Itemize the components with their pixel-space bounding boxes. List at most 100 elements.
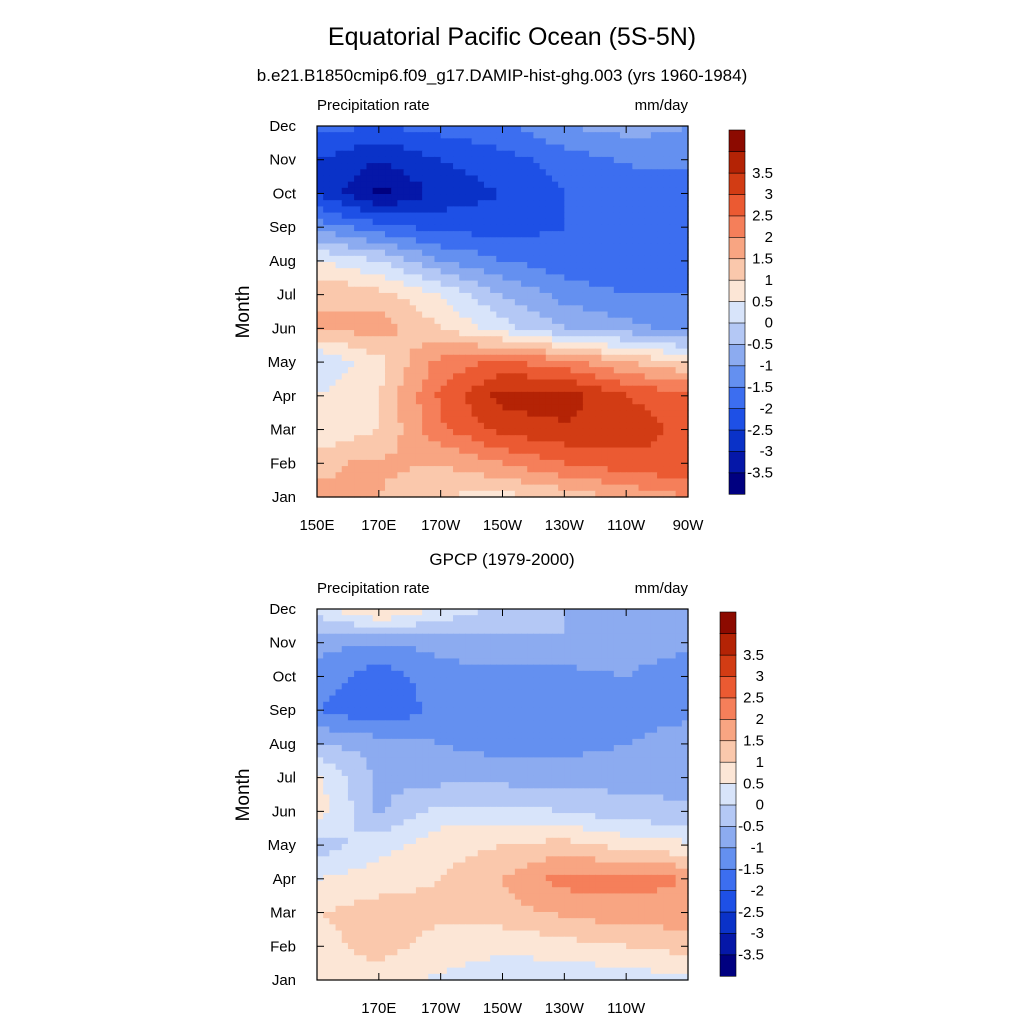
heatmap-cell (410, 658, 417, 665)
heatmap-cell (373, 299, 380, 306)
heatmap-cell (540, 683, 547, 690)
heatmap-cell (336, 324, 343, 331)
heatmap-cell (385, 243, 392, 250)
heatmap-cell (503, 621, 510, 628)
heatmap-cell (410, 312, 417, 319)
heatmap-cell (465, 355, 472, 362)
heatmap-cell (639, 157, 646, 164)
heatmap-cell (410, 163, 417, 170)
heatmap-cell (490, 410, 497, 417)
heatmap-cell (397, 478, 404, 485)
heatmap-cell (533, 621, 540, 628)
heatmap-cell (657, 652, 664, 659)
heatmap-cell (329, 213, 336, 220)
heatmap-cell (533, 708, 540, 715)
heatmap-cell (651, 665, 658, 672)
heatmap-cell (478, 145, 485, 152)
heatmap-cell (496, 404, 503, 411)
heatmap-cell (385, 702, 392, 709)
heatmap-cell (571, 380, 578, 387)
heatmap-cell (601, 615, 608, 622)
heatmap-cell (373, 448, 380, 455)
heatmap-cell (441, 225, 448, 232)
heatmap-cell (465, 268, 472, 275)
heatmap-cell (354, 404, 361, 411)
heatmap-cell (589, 157, 596, 164)
heatmap-cell (496, 237, 503, 244)
heatmap-cell (385, 342, 392, 349)
heatmap-cell (626, 392, 633, 399)
heatmap-cell (564, 299, 571, 306)
heatmap-cell (391, 145, 398, 152)
heatmap-cell (651, 200, 658, 207)
heatmap-cell (441, 194, 448, 201)
heatmap-cell (472, 658, 479, 665)
heatmap-cell (601, 213, 608, 220)
heatmap-cell (472, 689, 479, 696)
heatmap-cell (577, 454, 584, 461)
heatmap-cell (614, 126, 621, 133)
heatmap-cell (465, 609, 472, 616)
heatmap-cell (459, 671, 466, 678)
heatmap-cell (651, 318, 658, 325)
heatmap-cell (546, 145, 553, 152)
heatmap-cell (410, 615, 417, 622)
heatmap-cell (645, 448, 652, 455)
heatmap-cell (614, 243, 621, 250)
heatmap-cell (583, 262, 590, 269)
heatmap-cell (676, 145, 683, 152)
heatmap-cell (478, 683, 485, 690)
heatmap-cell (484, 373, 491, 380)
heatmap-cell (317, 386, 324, 393)
heatmap-cell (360, 472, 367, 479)
heatmap-cell (441, 739, 448, 746)
heatmap-cell (676, 733, 683, 740)
heatmap-cell (645, 634, 652, 641)
colorbar-label: -2 (760, 400, 773, 417)
colorbar-label: 0.5 (752, 293, 773, 310)
heatmap-cell (620, 404, 627, 411)
heatmap-cell (552, 342, 559, 349)
heatmap-cell (503, 256, 510, 263)
heatmap-cell (515, 652, 522, 659)
heatmap-cell (558, 268, 565, 275)
heatmap-cell (447, 243, 454, 250)
heatmap-cell (546, 367, 553, 374)
heatmap-cell (663, 355, 670, 362)
heatmap-cell (503, 671, 510, 678)
heatmap-cell (336, 466, 343, 473)
heatmap-cell (391, 262, 398, 269)
heatmap-cell (546, 138, 553, 145)
heatmap-cell (639, 324, 646, 331)
heatmap-cell (373, 250, 380, 257)
heatmap-cell (676, 392, 683, 399)
heatmap-cell (546, 410, 553, 417)
heatmap-cell (366, 169, 373, 176)
heatmap-cell (397, 435, 404, 442)
heatmap-cell (651, 206, 658, 213)
heatmap-cell (336, 318, 343, 325)
heatmap-cell (509, 472, 516, 479)
heatmap-cell (626, 696, 633, 703)
heatmap-cell (564, 646, 571, 653)
heatmap-cell (453, 423, 460, 430)
heatmap-cell (632, 157, 639, 164)
heatmap-cell (459, 435, 466, 442)
heatmap-cell (379, 200, 386, 207)
heatmap-cell (323, 615, 330, 622)
heatmap-cell (422, 151, 429, 158)
heatmap-cell (552, 658, 559, 665)
heatmap-cell (342, 460, 349, 467)
heatmap-cell (447, 330, 454, 337)
heatmap-cell (416, 472, 423, 479)
heatmap-cell (490, 398, 497, 405)
heatmap-cell (478, 478, 485, 485)
heatmap-cell (465, 454, 472, 461)
heatmap-cell (546, 287, 553, 294)
heatmap-cell (385, 720, 392, 727)
heatmap-cell (354, 702, 361, 709)
heatmap-cell (490, 225, 497, 232)
heatmap-cell (329, 318, 336, 325)
heatmap-cell (441, 485, 448, 492)
heatmap-cell (447, 200, 454, 207)
